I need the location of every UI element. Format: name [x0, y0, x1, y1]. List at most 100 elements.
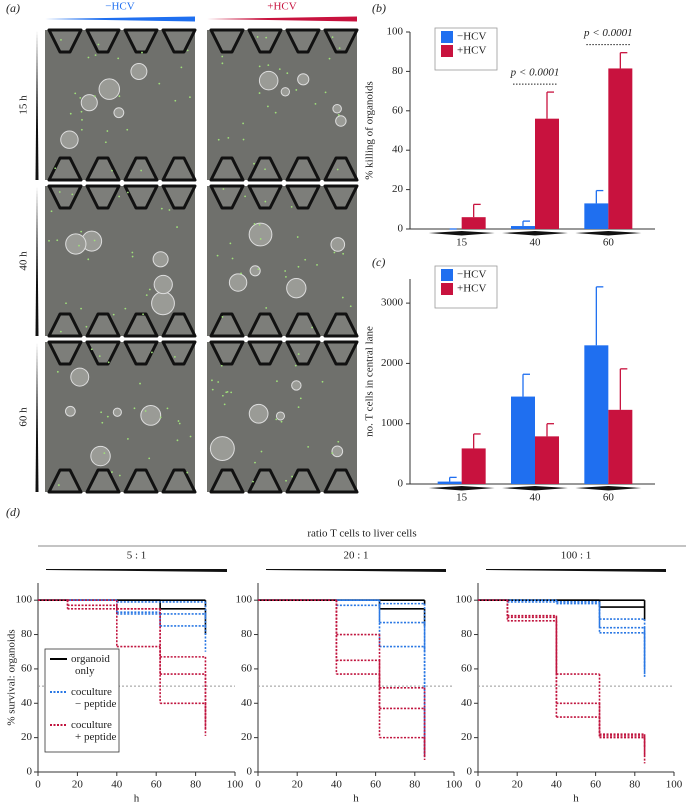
channel-post [285, 468, 321, 494]
y-tick-label: 60 [21, 662, 33, 674]
cell [126, 128, 129, 131]
channel-post [161, 184, 197, 210]
cell [93, 239, 96, 242]
organoid [280, 87, 290, 97]
cell [299, 397, 302, 400]
x-axis-label: h [573, 793, 579, 805]
y-tick-label: 100 [236, 594, 253, 606]
channel-post [285, 340, 321, 366]
bar [511, 396, 535, 484]
cell [168, 209, 171, 211]
y-tick-label: 60 [392, 104, 404, 116]
channel-post [123, 340, 159, 366]
x-tick-label: 40 [551, 779, 563, 791]
y-tick-label: 0 [247, 766, 253, 778]
subtitle-wedge [266, 569, 446, 572]
y-tick-label: 100 [456, 594, 473, 606]
cell [314, 102, 317, 105]
channel-post [85, 312, 121, 338]
bar [608, 68, 633, 229]
cell [220, 364, 223, 367]
x-axis-label: h [134, 793, 140, 805]
y-tick-label: 100 [387, 26, 404, 38]
panel-label: (b) [372, 1, 386, 15]
cell [290, 205, 293, 208]
cell [259, 238, 262, 240]
organoid [335, 115, 347, 127]
cell [264, 168, 266, 171]
channel-post [85, 28, 121, 54]
cell [56, 239, 59, 242]
cell [331, 36, 334, 39]
cell [253, 162, 255, 165]
bar [461, 448, 486, 484]
cell [176, 439, 179, 442]
category-wedge [575, 486, 642, 491]
cell [141, 51, 143, 54]
cell [328, 57, 331, 60]
cell [106, 415, 109, 418]
cell [159, 416, 162, 419]
channel-post [47, 184, 83, 210]
cell [98, 355, 101, 358]
subtitle: 5 : 1 [127, 550, 147, 562]
cell [144, 410, 147, 412]
cell [230, 391, 233, 394]
panel-label: (a) [6, 1, 20, 15]
column-wedge [207, 16, 357, 22]
channel-post [47, 312, 83, 338]
micrograph [207, 30, 357, 180]
channel-post [47, 156, 83, 182]
cell [131, 251, 134, 254]
channel-post [323, 28, 359, 54]
legend-label: coculture + peptide [71, 719, 116, 743]
channel-post [247, 312, 283, 338]
legend-box [434, 265, 498, 309]
organoid [151, 291, 175, 316]
cell [223, 403, 226, 406]
micrograph [45, 342, 195, 492]
column-header: −HCV [105, 1, 134, 13]
y-tick-label: 0 [398, 223, 404, 235]
y-tick-label: 3000 [381, 297, 404, 309]
cell [296, 236, 299, 238]
channel-post [209, 312, 245, 338]
channel-post [161, 468, 197, 494]
cell [177, 420, 180, 422]
x-tick-label: 80 [190, 779, 202, 791]
y-tick-label: 20 [241, 731, 253, 743]
y-tick-label: 80 [461, 628, 473, 640]
cell [216, 254, 219, 257]
cell [118, 195, 121, 198]
y-axis-label: % survival: organoids [6, 629, 18, 725]
cell [324, 91, 327, 94]
cell [118, 474, 121, 477]
cell [221, 62, 224, 65]
cell [158, 82, 161, 85]
organoid [248, 403, 269, 424]
subtitle-wedge [486, 569, 666, 572]
cell [222, 188, 225, 190]
channel-post [85, 156, 121, 182]
y-axis-label: no. T cells in central lane [364, 326, 376, 437]
cell [189, 435, 192, 438]
organoid [130, 63, 148, 80]
y-tick-label: 2000 [381, 357, 404, 369]
channel-post [209, 184, 245, 210]
cell [265, 36, 268, 39]
cell [316, 264, 318, 266]
annotation: p < 0.0001 [510, 67, 560, 79]
cell [341, 296, 344, 299]
channel-post [323, 184, 359, 210]
cell [80, 307, 82, 310]
legend-swatch [441, 45, 453, 57]
y-tick-label: 40 [21, 697, 33, 709]
cell [186, 471, 189, 474]
y-tick-label: 0 [27, 766, 33, 778]
cell [258, 65, 261, 68]
legend-swatch [441, 283, 453, 295]
cell [139, 382, 141, 385]
bar [535, 118, 559, 229]
cell [280, 420, 283, 423]
cell [242, 122, 245, 125]
